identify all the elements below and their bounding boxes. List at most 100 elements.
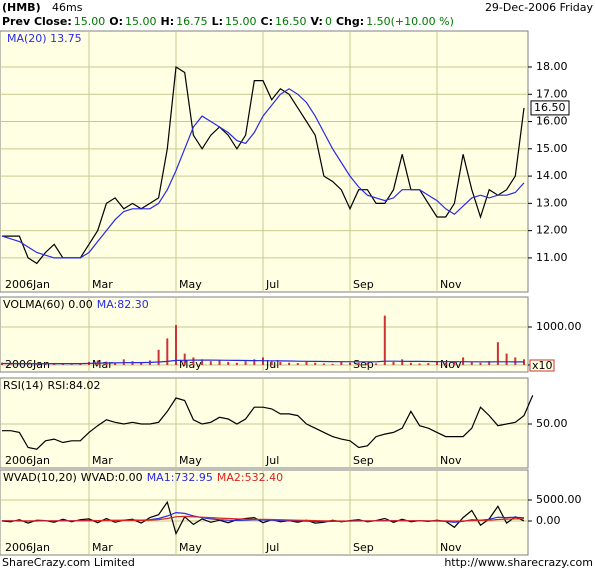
volume-bar: [279, 361, 282, 366]
y-tick-label: 0.00: [536, 514, 561, 527]
x-tick-label: 2006Jan: [5, 541, 50, 554]
legend: RSI(14) RSI:84.02: [3, 379, 101, 392]
volume-bar: [253, 359, 256, 366]
info-label: H:: [161, 15, 175, 28]
volume-bar: [514, 357, 517, 366]
y-tick-label: 12.00: [536, 224, 568, 237]
volume-bar: [453, 361, 456, 366]
footer-right: http://www.sharecrazy.com: [444, 556, 593, 569]
info-label: Chg:: [336, 15, 364, 28]
legend-entry: MA2:532.40: [217, 471, 283, 484]
x-tick-label: Jul: [265, 541, 279, 554]
volume-bar: [366, 363, 369, 366]
info-value: 0: [325, 15, 332, 28]
panel: [0, 469, 529, 556]
x-tick-label: Sep: [353, 541, 374, 554]
x-tick-label: Sep: [353, 454, 374, 467]
volume-bar: [140, 361, 143, 366]
legend: MA(20) 13.75: [7, 32, 82, 45]
info-label: O:: [109, 15, 123, 28]
volume-bar: [331, 363, 334, 366]
volume-bar: [235, 362, 238, 366]
x-tick-label: Jul: [265, 454, 279, 467]
volume-bar: [296, 363, 299, 366]
volume-bar: [270, 361, 273, 366]
x-tick-label: May: [179, 454, 202, 467]
volume-bar: [9, 364, 12, 366]
volume-bar: [192, 357, 195, 366]
volume-bar: [201, 359, 204, 366]
volume-bar: [444, 362, 447, 366]
unit-label: x10: [532, 359, 553, 372]
legend-entry: MA(20) 13.75: [7, 32, 82, 45]
volume-bar: [357, 362, 360, 366]
info-label: L:: [212, 15, 223, 28]
volume-bar: [409, 362, 412, 366]
y-tick-label: 14.00: [536, 169, 568, 182]
x-tick-label: Nov: [440, 454, 462, 467]
series-line: [2, 65, 525, 265]
info-label: C:: [261, 15, 273, 28]
x-tick-label: Sep: [353, 278, 374, 291]
volume-bar: [314, 362, 317, 366]
volume-bar: [183, 353, 186, 366]
footer-left: ShareCrazy.com Limited: [2, 556, 135, 569]
y-tick-label: 11.00: [536, 251, 568, 264]
series-line: [2, 395, 534, 450]
y-tick-label: 1000.00: [536, 320, 582, 333]
panel: [0, 30, 529, 293]
legend: WVAD(10,20) WVAD:0.00 MA1:732.95 MA2:532.40: [3, 471, 283, 484]
volume-bar: [349, 362, 351, 366]
x-tick-label: Sep: [353, 358, 374, 371]
volume-bar: [157, 349, 160, 366]
symbol: (HMB): [2, 1, 41, 14]
series-line: [2, 359, 524, 365]
volume-bar: [227, 361, 230, 366]
panel: [0, 377, 529, 469]
volume-bar: [375, 363, 378, 366]
panel-title: VOLMA(60) 0.00: [3, 298, 93, 311]
volume-bar: [244, 361, 247, 366]
series-line: [2, 515, 525, 522]
volume-bar: [401, 359, 404, 366]
x-tick-label: Jul: [265, 278, 279, 291]
current-price-box: [530, 100, 570, 116]
info-value: 15.00: [125, 15, 157, 28]
y-tick-label: 13.00: [536, 196, 568, 209]
legend-entry: WVAD:0.00: [81, 471, 143, 484]
y-tick-label: 15.00: [536, 142, 568, 155]
x-tick-label: Mar: [92, 278, 113, 291]
legend-entry: MA:82.30: [97, 298, 149, 311]
info-value: 16.50: [275, 15, 307, 28]
info-value: 1.50(+10.00 %): [366, 15, 454, 28]
unit-box: [529, 359, 555, 372]
quote-info: Prev Close: 15.00 O: 15.00 H: 16.75 L: 15.00 C: 1…: [2, 15, 454, 28]
info-value: 16.75: [176, 15, 208, 28]
volume-bar: [479, 362, 482, 366]
x-tick-label: Nov: [440, 541, 462, 554]
volume-bar: [505, 353, 508, 366]
legend-entry: MA1:732.95: [147, 471, 213, 484]
date: 29-Dec-2006 Friday: [485, 1, 594, 14]
x-tick-label: May: [179, 278, 202, 291]
volume-bar: [175, 325, 177, 366]
volume-bar: [488, 361, 491, 366]
info-value: 15.00: [225, 15, 257, 28]
volume-bar: [218, 360, 221, 366]
y-tick-label: 5000.00: [536, 493, 582, 506]
x-tick-label: Mar: [92, 358, 113, 371]
current-price: 16.50: [534, 101, 566, 114]
legend-entry: RSI:84.02: [47, 379, 100, 392]
volume-bar: [35, 364, 38, 366]
volume-bar: [470, 361, 473, 366]
x-tick-label: May: [179, 541, 202, 554]
y-tick-label: 18.00: [536, 60, 568, 73]
x-tick-label: 2006Jan: [5, 278, 50, 291]
info-label: V:: [311, 15, 323, 28]
timing: 46ms: [52, 1, 83, 14]
volume-bar: [288, 362, 291, 366]
volume-bar: [166, 338, 169, 366]
x-tick-label: Nov: [440, 278, 462, 291]
volume-bar: [322, 363, 325, 366]
volume-bar: [392, 361, 395, 366]
